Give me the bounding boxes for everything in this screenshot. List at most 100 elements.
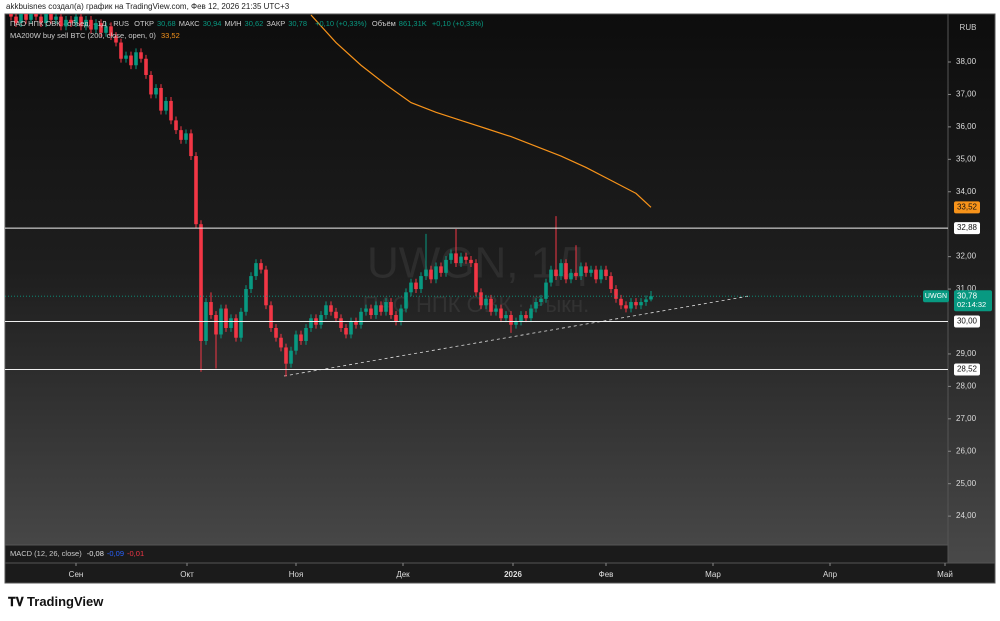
candle-body [114,36,118,43]
x-tick-label: Дек [396,570,410,579]
x-tick-label: Апр [823,570,838,579]
macd-value: -0,09 [106,549,125,558]
candle-body [239,311,243,338]
candle-body [559,263,563,277]
candle-body [304,327,308,341]
candle-body [229,318,233,328]
macd-value: -0,08 [86,549,104,558]
macd-legend: MACD (12, 26, close) -0,08 -0,09 -0,01 [10,549,150,558]
ma-name: MA200W buy sell BTC (200, close, open, 0… [10,31,156,40]
candle-body [499,308,503,319]
candle-body [234,318,238,338]
candle-body [409,282,413,293]
volume-name: Объём [371,19,396,28]
y-tick-label: 37,00 [956,90,977,99]
candle-body [284,347,288,364]
candle-body [639,302,643,306]
candle-body [244,289,248,312]
level-label: 32,88 [957,223,978,232]
candle-body [224,308,228,328]
candle-body [119,42,123,59]
candle-body [614,289,618,299]
ohlc-value: 30,78 [288,19,307,28]
candle-body [414,282,418,290]
candle-body [484,298,488,306]
candle-body [254,263,258,277]
candle-body [199,224,203,341]
candle-body [99,23,103,33]
candle-body [544,282,548,299]
symbol-tag-label: UWGN [925,293,947,300]
candle-body [574,272,578,277]
level-tag [954,222,980,235]
candle-body [339,318,343,328]
candle-body [144,58,148,75]
candle-body [634,302,638,306]
volume-value: 861,31K [398,19,427,28]
candle-body [324,305,328,316]
x-tick-label: Сен [69,570,84,579]
y-tick-label: 35,00 [956,154,977,163]
candle-body [89,19,93,30]
candle-body [369,308,373,316]
candle-body [29,14,33,20]
candle-body [504,315,508,319]
ma-tag [954,201,980,214]
candle-body [64,19,68,27]
trendline [283,295,749,377]
candle-body [444,259,448,273]
candle-body [249,276,253,290]
candle-body [129,55,133,66]
countdown: 02:14:32 [957,300,986,309]
candle-body [14,16,18,24]
ohlc-name: ОТКР [134,19,154,28]
candle-body [169,100,173,121]
macd-name: MACD (12, 26, close) [10,549,82,558]
ohlc-value: 30,62 [244,19,264,28]
candle-body [454,253,458,264]
candle-body [69,19,73,24]
x-tick-label: Ноя [289,570,304,579]
candle-body [429,269,433,280]
level-label: 28,52 [957,365,978,374]
candle-body [134,52,138,66]
symbol-legend: ПАО НПК ОВК · объед. · 1Д · RUS ОТКР 30,6… [10,19,487,28]
candle-body [164,100,168,111]
candle-body [209,302,213,316]
candle-body [554,269,558,277]
candle-body [569,272,573,280]
candle-body [494,308,498,312]
candle-body [49,14,53,20]
footer-text: TradingView [27,594,104,609]
candle-body [524,315,528,319]
ohlc-name: МАКС [178,19,200,28]
ohlc-name: МИН [224,19,242,28]
x-tick-label: Окт [180,570,194,579]
candle-body [329,305,333,312]
candle-body [24,14,28,20]
candle-body [609,276,613,290]
candle-body [44,14,48,24]
candle-body [594,269,598,280]
candle-body [364,308,368,312]
candle-body [424,269,428,277]
y-tick-label: 24,00 [956,511,977,520]
candle-body [529,308,533,319]
level-tag [954,363,980,376]
candle-body [624,305,628,309]
x-tick-label: 2026 [504,570,522,579]
candle-body [384,302,388,312]
candle-body [189,133,193,157]
candle-body [294,334,298,351]
header: akkbuisnes создал(а) график на TradingVi… [6,2,290,11]
level-tag [954,315,980,328]
x-tick-label: Фев [599,570,614,579]
candle-body [644,299,648,303]
candle-body [404,292,408,309]
candle-body [649,296,653,300]
last-price-tag [954,290,992,312]
candle-body [149,74,153,95]
candle-body [519,315,523,322]
candle-body [599,269,603,280]
